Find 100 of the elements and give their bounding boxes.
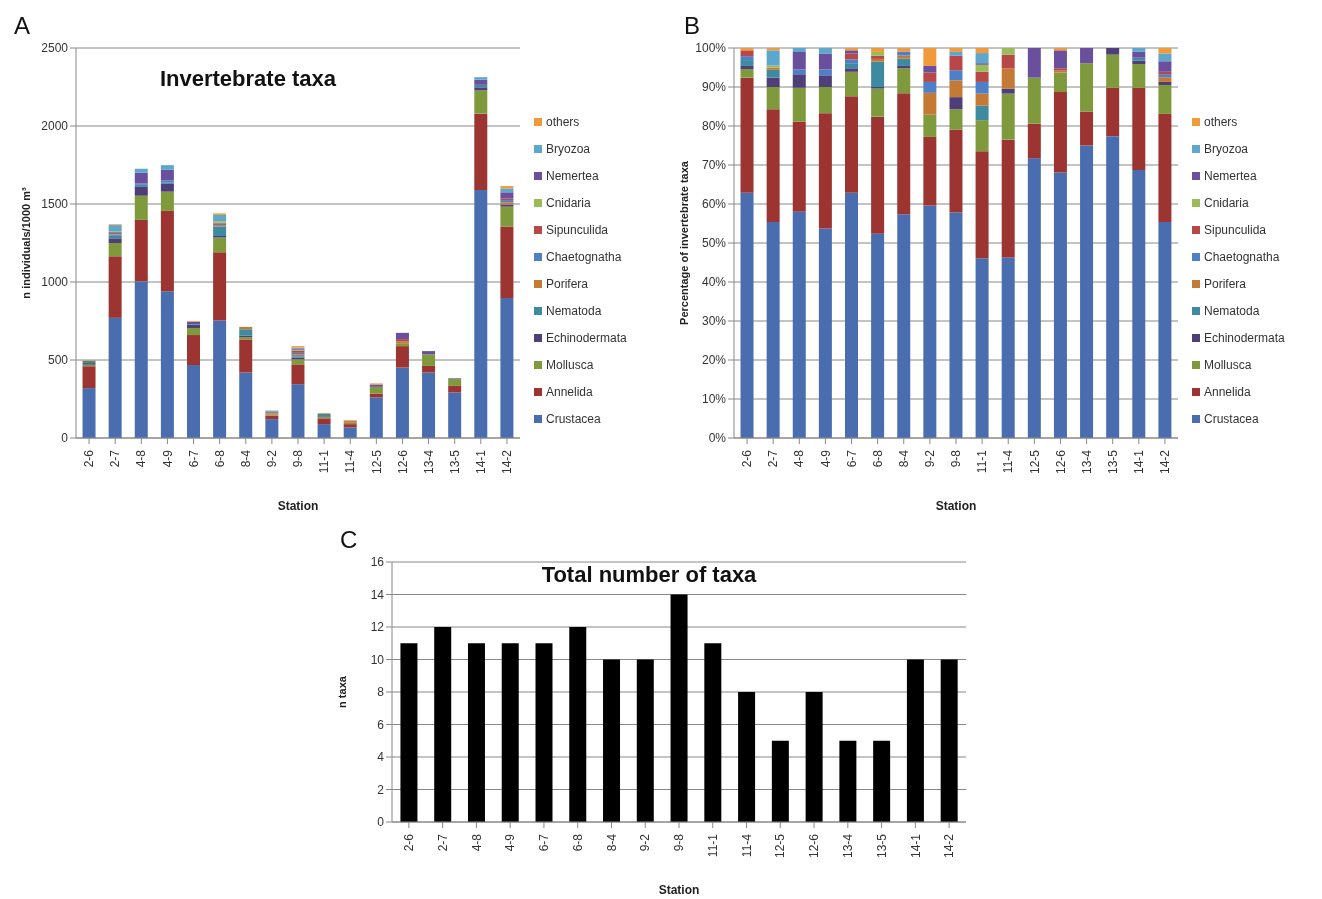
y-tick-label: 1500: [41, 197, 69, 212]
x-tick-label: 12-6: [395, 449, 410, 475]
x-tick-label: 14-1: [1132, 449, 1147, 475]
y-tick-label: 60%: [701, 197, 727, 212]
x-axis-title: Station: [277, 499, 319, 513]
y-tick-label: 50%: [701, 236, 727, 251]
x-tick-label: 14-1: [474, 449, 489, 475]
x-tick-label: 12-6: [807, 833, 822, 859]
legend-label: Nematoda: [546, 303, 602, 318]
y-tick-label: 14: [370, 587, 385, 602]
x-tick-label: 2-7: [435, 833, 450, 852]
y-axis-title: n individuals/1000 m³: [19, 187, 32, 299]
y-tick-label: 10%: [701, 392, 727, 407]
legend-label: Cnidaria: [1204, 195, 1249, 210]
legend-label: Nemertea: [546, 168, 599, 183]
x-axis-title: Station: [935, 499, 977, 513]
y-tick-label: 0: [377, 815, 385, 830]
y-tick-label: 0%: [708, 431, 727, 446]
x-tick-label: 11-4: [739, 833, 754, 858]
x-tick-label: 2-7: [766, 449, 781, 468]
text: A: [14, 12, 31, 40]
x-tick-label: 8-4: [896, 449, 911, 468]
y-tick-label: 10: [370, 652, 385, 667]
x-tick-label: 4-9: [503, 833, 518, 852]
x-tick-label: 9-2: [923, 449, 938, 468]
x-tick-label: 13-4: [421, 449, 436, 475]
x-tick-label: 6-7: [844, 449, 859, 468]
chart-title: Total number of taxa: [541, 562, 757, 587]
y-tick-label: 8: [377, 685, 385, 700]
text: B: [684, 12, 701, 40]
legend-label: Cnidaria: [546, 195, 591, 210]
legend-label: Porifera: [546, 276, 589, 291]
y-tick-label: 2500: [41, 41, 69, 56]
legend-label: others: [546, 114, 580, 129]
y-tick-label: 70%: [701, 158, 727, 173]
x-tick-label: 14-2: [500, 449, 515, 475]
x-tick-label: 2-6: [82, 449, 97, 468]
x-tick-label: 4-8: [469, 833, 484, 852]
x-tick-label: 9-8: [949, 449, 964, 468]
legend-label: Bryozoa: [1204, 141, 1249, 156]
x-tick-label: 12-6: [1053, 449, 1068, 475]
x-tick-label: 14-1: [908, 833, 923, 859]
x-tick-label: 11-4: [1001, 449, 1016, 474]
y-tick-label: 40%: [701, 275, 727, 290]
y-axis-title: Percentage of invertebrate taxa: [677, 160, 690, 325]
x-tick-label: 6-7: [537, 833, 552, 852]
y-tick-label: 4: [377, 750, 385, 765]
y-tick-label: 30%: [701, 314, 727, 329]
y-tick-label: 500: [47, 353, 69, 368]
legend-label: Nematoda: [1204, 303, 1260, 318]
legend-label: Echinodermata: [546, 330, 627, 345]
x-tick-label: 13-5: [1105, 449, 1120, 475]
legend-label: others: [1204, 114, 1238, 129]
text: Invertebrate taxa: [159, 66, 337, 91]
legend-label: Crustacea: [546, 411, 601, 426]
x-tick-label: 4-8: [792, 449, 807, 468]
y-tick-label: 0: [61, 431, 69, 446]
y-tick-label: 6: [377, 717, 385, 732]
legend-label: Sipunculida: [1204, 222, 1267, 237]
x-tick-label: 13-4: [1079, 449, 1094, 475]
y-tick-label: 2: [377, 782, 385, 797]
legend-label: Crustacea: [1204, 411, 1259, 426]
legend-label: Echinodermata: [1204, 330, 1285, 345]
y-tick-label: 1000: [41, 275, 69, 290]
x-tick-label: 12-5: [1027, 449, 1042, 475]
legend-label: Sipunculida: [546, 222, 609, 237]
legend-label: Chaetognatha: [546, 249, 622, 264]
y-axis-title: n taxa: [335, 675, 348, 708]
x-tick-label: 2-7: [108, 449, 123, 468]
y-tick-label: 12: [370, 620, 385, 635]
y-tick-label: 90%: [701, 80, 727, 95]
x-tick-label: 14-2: [942, 833, 957, 859]
legend-label: Mollusca: [1204, 357, 1252, 372]
legend-label: Annelida: [546, 384, 593, 399]
legend-label: Bryozoa: [546, 141, 591, 156]
x-tick-label: 6-7: [186, 449, 201, 468]
y-tick-label: 100%: [695, 41, 727, 56]
legend-label: Porifera: [1204, 276, 1247, 291]
x-tick-label: 11-1: [975, 449, 990, 474]
x-tick-label: 8-4: [604, 833, 619, 852]
x-tick-label: 11-1: [317, 449, 332, 474]
x-tick-label: 14-2: [1158, 449, 1173, 475]
x-tick-label: 4-9: [818, 449, 833, 468]
x-tick-label: 9-8: [291, 449, 306, 468]
x-tick-label: 2-6: [402, 833, 417, 852]
text: C: [340, 526, 358, 554]
x-tick-label: 6-8: [212, 449, 227, 468]
x-tick-label: 9-2: [638, 833, 653, 852]
x-axis-title: Station: [658, 883, 700, 897]
legend-label: Chaetognatha: [1204, 249, 1280, 264]
x-tick-label: 4-8: [134, 449, 149, 468]
x-tick-label: 11-1: [705, 833, 720, 858]
x-tick-label: 8-4: [238, 449, 253, 468]
x-tick-label: 6-8: [570, 833, 585, 852]
x-tick-label: 13-5: [874, 833, 889, 859]
x-tick-label: 13-5: [447, 449, 462, 475]
x-tick-label: 4-9: [160, 449, 175, 468]
x-tick-label: 13-4: [841, 833, 856, 859]
y-tick-label: 2000: [41, 119, 69, 134]
y-tick-label: 16: [370, 555, 385, 570]
